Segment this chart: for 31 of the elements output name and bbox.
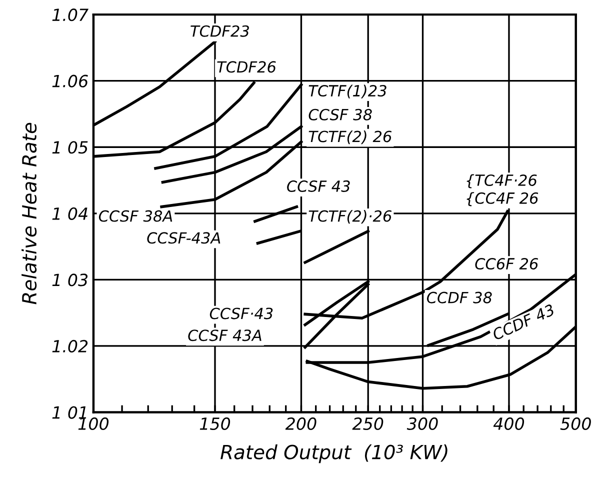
- annotation: CCSF 43A: [188, 330, 262, 342]
- annotation: CC6F 26: [475, 258, 538, 270]
- annotation: CCDF 38: [426, 292, 492, 304]
- annotation: CCSF 38: [308, 108, 372, 120]
- annotation: CCSF 38A: [98, 210, 172, 222]
- x-tick-label: 200: [285, 417, 316, 430]
- y-tick-label: 1.07: [52, 8, 88, 22]
- annotation: CCSF-43A: [147, 232, 220, 244]
- y-tick-label: 1 04: [52, 207, 88, 220]
- y-tick-label: 1 03: [52, 274, 88, 286]
- annotation: CCSF 43: [287, 180, 350, 192]
- annotation: TCDF23: [190, 25, 249, 37]
- y-tick-label: 1 01: [52, 406, 86, 419]
- annotation: TCTF(1)23: [308, 84, 386, 98]
- annotation: CCSF·43: [210, 308, 273, 320]
- x-axis-title: Rated Output (10³ KW): [220, 444, 448, 464]
- y-tick-label: 1.06: [52, 74, 88, 88]
- y-axis-title: Relative Heat Rate: [22, 122, 37, 304]
- annotation: {TC4F·26: [466, 174, 537, 188]
- annotation: TCTF(2) 26: [308, 130, 392, 144]
- y-tick-label: 1.02: [52, 340, 88, 353]
- y-tick-label: 1 05: [52, 141, 88, 154]
- annotation: TCDF26: [217, 61, 276, 73]
- annotation: TCTF(2)·26: [308, 210, 392, 224]
- annotation: {CC4F 26: [466, 192, 538, 206]
- x-tick-label: 250: [352, 417, 384, 430]
- x-tick-label: 400: [493, 417, 524, 430]
- x-tick-label: 300: [406, 417, 438, 430]
- x-tick-label: 150: [200, 417, 230, 430]
- x-tick-label: 500: [560, 417, 591, 430]
- x-tick-label: 100: [78, 417, 109, 430]
